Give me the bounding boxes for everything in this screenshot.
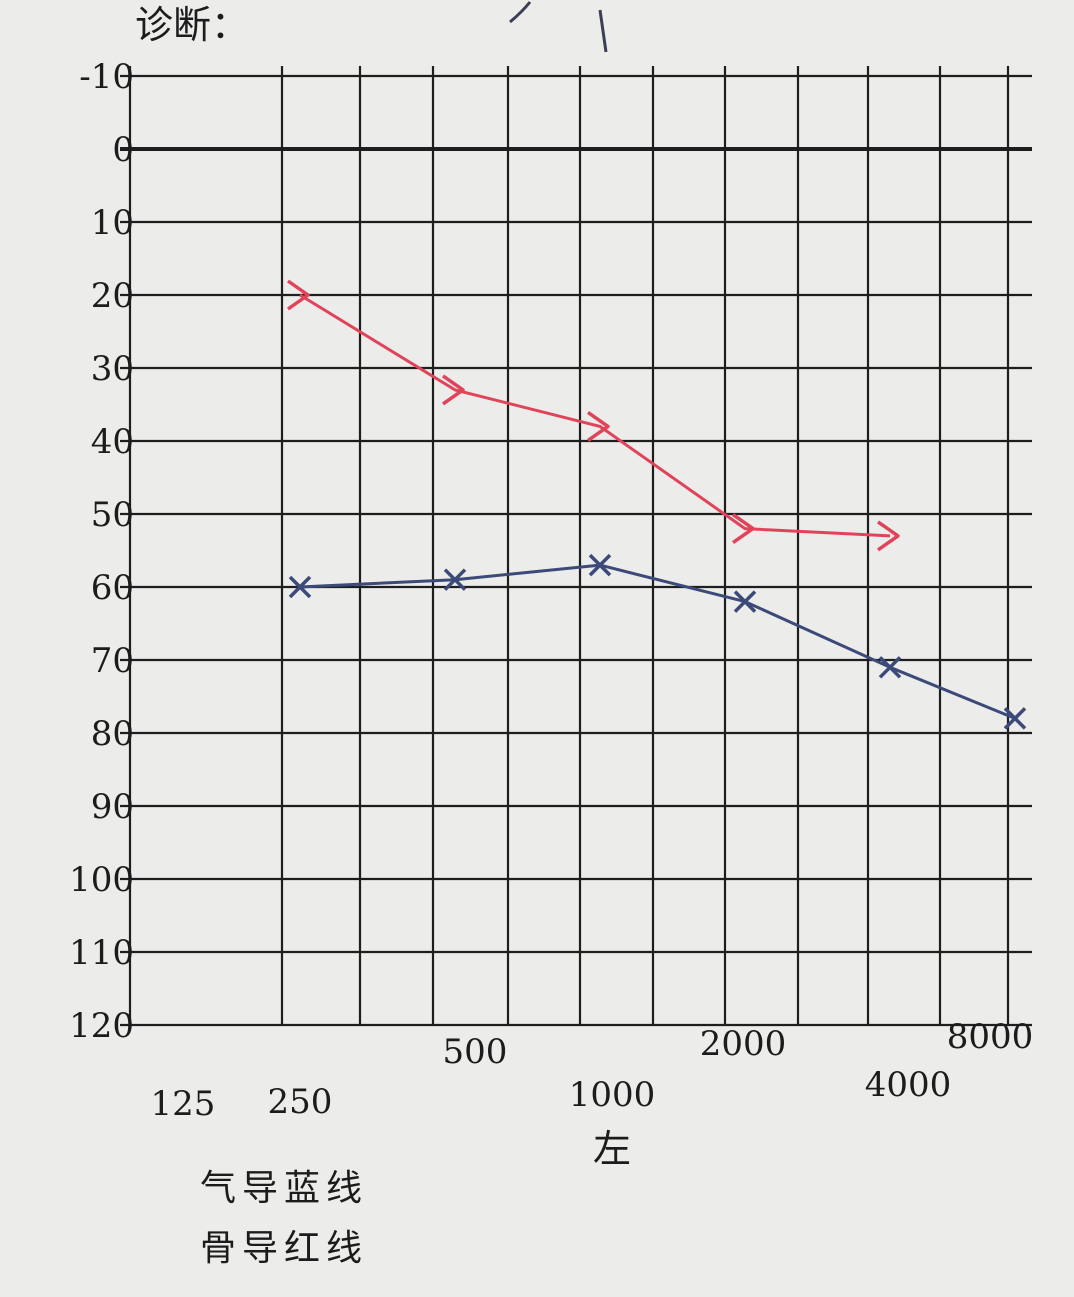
y-tick-label: 110 bbox=[69, 933, 134, 973]
bone-bracket-marker bbox=[586, 410, 610, 442]
y-tick-label: 10 bbox=[91, 203, 134, 243]
x-tick-label: 4000 bbox=[865, 1065, 952, 1105]
bone-bracket-marker bbox=[441, 374, 465, 406]
diagnosis-label: 诊断： bbox=[135, 3, 249, 47]
x-tick-label: 250 bbox=[268, 1082, 333, 1122]
y-tick-label: 70 bbox=[91, 641, 134, 681]
y-tick-label: 80 bbox=[91, 714, 134, 754]
bone-bracket-marker bbox=[286, 279, 310, 311]
x-tick-label: 125 bbox=[151, 1084, 216, 1124]
x-axis-labels: 125 250 500 1000 2000 4000 8000 bbox=[151, 1017, 1034, 1124]
air-x-marker bbox=[1003, 707, 1027, 730]
y-tick-label: 0 bbox=[112, 130, 134, 170]
y-tick-label: 120 bbox=[69, 1006, 134, 1046]
air-x-marker bbox=[733, 590, 757, 613]
air-x-marker bbox=[878, 656, 902, 679]
y-tick-label: 90 bbox=[91, 787, 134, 827]
y-tick-label: 100 bbox=[69, 860, 134, 900]
x-tick-label: 8000 bbox=[947, 1017, 1034, 1057]
x-tick-label: 500 bbox=[443, 1032, 508, 1072]
y-tick-label: 20 bbox=[91, 276, 134, 316]
series-line bbox=[299, 563, 1016, 720]
chart-grid bbox=[120, 66, 1032, 1027]
air-x-marker bbox=[443, 568, 467, 591]
legend-bone-line: 骨导红线 bbox=[200, 1228, 368, 1269]
x-tick-label: 2000 bbox=[700, 1024, 787, 1064]
series-line bbox=[299, 293, 891, 538]
bone-bracket-marker bbox=[876, 520, 900, 552]
y-tick-label: 30 bbox=[91, 349, 134, 389]
y-tick-label: 60 bbox=[91, 568, 134, 608]
handwritten-diagnosis-scribble bbox=[509, 1, 608, 53]
air-x-marker bbox=[288, 575, 312, 599]
air-x-marker bbox=[588, 553, 612, 577]
air-conduction-series bbox=[288, 553, 1027, 730]
y-axis-labels: -10 0 10 20 30 40 50 60 70 80 90 100 110 120 bbox=[69, 57, 134, 1046]
x-tick-label: 1000 bbox=[569, 1075, 656, 1115]
y-tick-label: 40 bbox=[91, 422, 134, 462]
y-tick-label: 50 bbox=[91, 495, 134, 535]
bone-bracket-marker bbox=[731, 513, 755, 545]
y-tick-label: -10 bbox=[79, 57, 134, 97]
bone-conduction-series bbox=[286, 279, 900, 552]
legend-air-line: 气导蓝线 bbox=[200, 1168, 368, 1209]
ear-label: 左 bbox=[593, 1127, 631, 1171]
